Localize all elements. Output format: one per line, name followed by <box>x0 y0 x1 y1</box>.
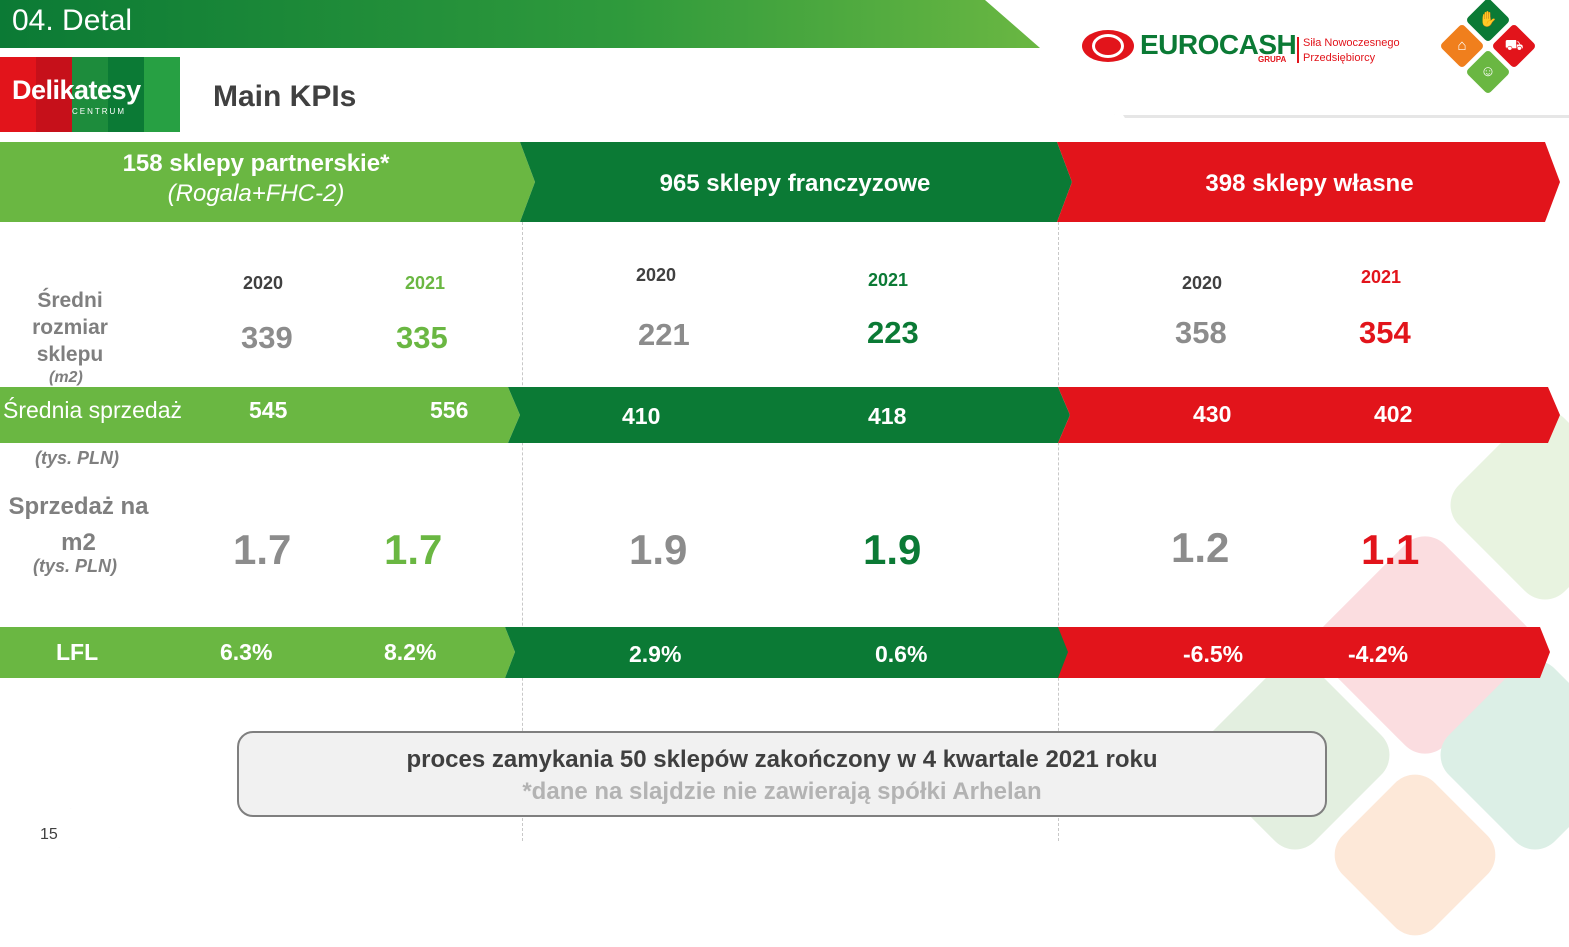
segment-title-partner: 158 sklepy partnerskie* (Rogala+FHC-2) <box>0 150 512 208</box>
segment-band-partner <box>0 142 535 222</box>
value-lfl-own-2021: -4.2% <box>1348 641 1409 667</box>
value-m2-partner-2021: 1.7 <box>384 526 443 573</box>
segment-title-partner-main: 158 sklepy partnerskie* <box>122 150 390 177</box>
value-lfl-partner-2020: 6.3% <box>220 639 273 665</box>
value-lfl-own-2020: -6.5% <box>1183 641 1244 667</box>
segment-band-franchise <box>520 142 1072 222</box>
segment-band-own <box>1057 142 1560 222</box>
year-franchise-2020: 2020 <box>636 265 677 285</box>
eurocash-tagline-2: Przedsiębiorcy <box>1303 52 1376 64</box>
value-m2-partner-2020: 1.7 <box>233 526 292 573</box>
value-size-partner-2020: 339 <box>241 320 293 355</box>
note-closure: proces zamykania 50 sklepów zakończony w… <box>406 746 1158 773</box>
year-franchise-2021: 2021 <box>868 270 909 290</box>
row-unit-store-size: (m2) <box>49 369 83 386</box>
row-label-store-size-1: Średni <box>37 289 103 312</box>
row-label-sales-m2-2: m2 <box>61 529 96 556</box>
row-band-lfl-partner <box>0 627 515 678</box>
row-label-sales-m2-1: Sprzedaż na <box>8 493 149 520</box>
page-number: 15 <box>40 826 58 843</box>
value-m2-franchise-2021: 1.9 <box>863 526 922 573</box>
value-sales-partner-2020: 545 <box>249 397 288 423</box>
value-sales-partner-2021: 556 <box>430 397 469 423</box>
year-partner-2021: 2021 <box>405 273 446 293</box>
value-lfl-franchise-2020: 2.9% <box>629 641 682 667</box>
value-size-partner-2021: 335 <box>396 320 448 355</box>
row-label-store-size-2: rozmiar <box>32 316 108 339</box>
value-size-franchise-2020: 221 <box>638 317 690 352</box>
value-lfl-franchise-2021: 0.6% <box>875 641 928 667</box>
row-label-store-size: Średni rozmiar sklepu <box>20 287 120 368</box>
delikatesy-logo-text: Delikatesy <box>12 75 141 105</box>
row-band-sales-own <box>1058 387 1560 443</box>
eurocash-grupa-text: GRUPA <box>1258 55 1287 64</box>
section-header-bar <box>0 0 1040 48</box>
value-size-own-2021: 354 <box>1359 315 1411 350</box>
eurocash-separator <box>1297 37 1299 63</box>
people-icon: ☺ <box>1465 49 1511 95</box>
note-box: proces zamykania 50 sklepów zakończony w… <box>237 731 1327 817</box>
row-unit-sales: (tys. PLN) <box>35 448 120 468</box>
row-label-sales: Średnia sprzedaż <box>3 397 182 423</box>
eurocash-tagline-1: Siła Nowoczesnego <box>1303 37 1400 49</box>
year-own-2021: 2021 <box>1361 267 1402 287</box>
section-title: 04. Detal <box>12 4 133 37</box>
value-sales-franchise-2021: 418 <box>868 403 907 429</box>
page-number-tab <box>0 808 120 848</box>
column-separator <box>1058 222 1059 841</box>
note-disclaimer: *dane na slajdzie nie zawierają spółki A… <box>522 778 1042 805</box>
value-sales-franchise-2020: 410 <box>622 403 661 429</box>
row-band-lfl-own <box>1058 627 1550 678</box>
row-band-sales-partner <box>0 387 520 443</box>
segment-title-partner-sub: (Rogala+FHC-2) <box>167 180 345 207</box>
row-label-store-size-3: sklepu <box>36 343 104 366</box>
value-size-franchise-2021: 223 <box>867 315 919 350</box>
column-separator <box>522 222 523 841</box>
value-size-own-2020: 358 <box>1175 315 1227 350</box>
page-title: Main KPIs <box>213 80 357 113</box>
eurocash-logo-text: EUROCASH <box>1140 29 1297 60</box>
value-m2-own-2021: 1.1 <box>1361 526 1420 573</box>
year-partner-2020: 2020 <box>243 273 284 293</box>
value-sales-own-2021: 402 <box>1374 401 1413 427</box>
row-unit-sales-m2: (tys. PLN) <box>33 556 118 576</box>
value-m2-own-2020: 1.2 <box>1171 524 1230 571</box>
row-band-lfl-franchise <box>505 627 1070 678</box>
value-lfl-partner-2021: 8.2% <box>384 639 437 665</box>
row-label-sales-m2: Sprzedaż na m2 <box>0 489 157 561</box>
eurocash-tagline: Siła Nowoczesnego Przedsiębiorcy <box>1303 36 1400 66</box>
delikatesy-logo-sub: CENTRUM <box>72 107 126 116</box>
row-label-lfl: LFL <box>56 639 99 665</box>
segment-title-franchise: 965 sklepy franczyzowe <box>659 170 931 197</box>
value-m2-franchise-2020: 1.9 <box>629 526 688 573</box>
delikatesy-logo: Delikatesy CENTRUM <box>0 57 180 132</box>
year-own-2020: 2020 <box>1182 273 1223 293</box>
eurocash-globe-ring <box>1092 34 1124 58</box>
value-sales-own-2020: 430 <box>1193 401 1232 427</box>
segment-title-own: 398 sklepy własne <box>1205 170 1414 197</box>
row-band-sales-franchise <box>508 387 1070 443</box>
